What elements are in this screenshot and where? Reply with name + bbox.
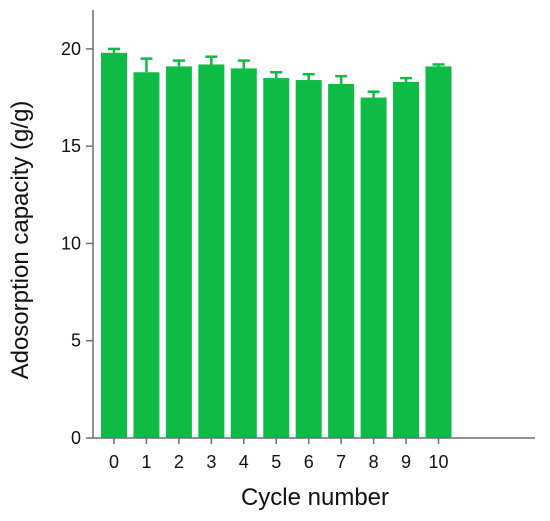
bar-cycle-4 xyxy=(230,68,257,439)
x-tick-label: 7 xyxy=(336,452,346,472)
y-tick-label: 5 xyxy=(71,331,81,351)
bar-cycle-6 xyxy=(295,80,322,438)
bar-cycle-5 xyxy=(263,78,290,438)
y-axis-title: Adosorption capacity (g/g) xyxy=(7,101,34,380)
x-axis-title: Cycle number xyxy=(241,484,389,511)
bar-cycle-7 xyxy=(328,83,355,439)
y-tick-label: 20 xyxy=(61,39,81,59)
bar-cycle-0 xyxy=(101,52,127,439)
y-tick-label: 10 xyxy=(61,233,81,253)
x-tick-label: 3 xyxy=(206,452,216,472)
bar-cycle-10 xyxy=(425,66,452,439)
bar-cycle-3 xyxy=(198,64,225,438)
x-ticks-group: 0 1 2 3 4 5 6 7 8 9 10 xyxy=(109,438,449,472)
x-tick-label: 8 xyxy=(369,452,379,472)
y-tick-label: 15 xyxy=(61,136,81,156)
x-tick-label: 5 xyxy=(271,452,281,472)
x-tick-label: 2 xyxy=(174,452,184,472)
x-tick-label: 4 xyxy=(239,452,249,472)
y-ticks-group: 0 5 10 15 20 xyxy=(61,39,93,448)
axes-group xyxy=(92,10,535,439)
bar-cycle-9 xyxy=(393,81,420,438)
error-bars-group xyxy=(108,47,445,98)
bars-group xyxy=(101,52,452,439)
bar-cycle-1 xyxy=(133,72,160,438)
x-tick-label: 0 xyxy=(109,452,119,472)
x-tick-label: 6 xyxy=(304,452,314,472)
bar-cycle-8 xyxy=(360,97,387,439)
y-tick-label: 0 xyxy=(71,428,81,448)
bar-cycle-2 xyxy=(165,66,192,439)
x-tick-label: 1 xyxy=(141,452,151,472)
x-tick-label: 9 xyxy=(401,452,411,472)
x-tick-label: 10 xyxy=(428,452,448,472)
